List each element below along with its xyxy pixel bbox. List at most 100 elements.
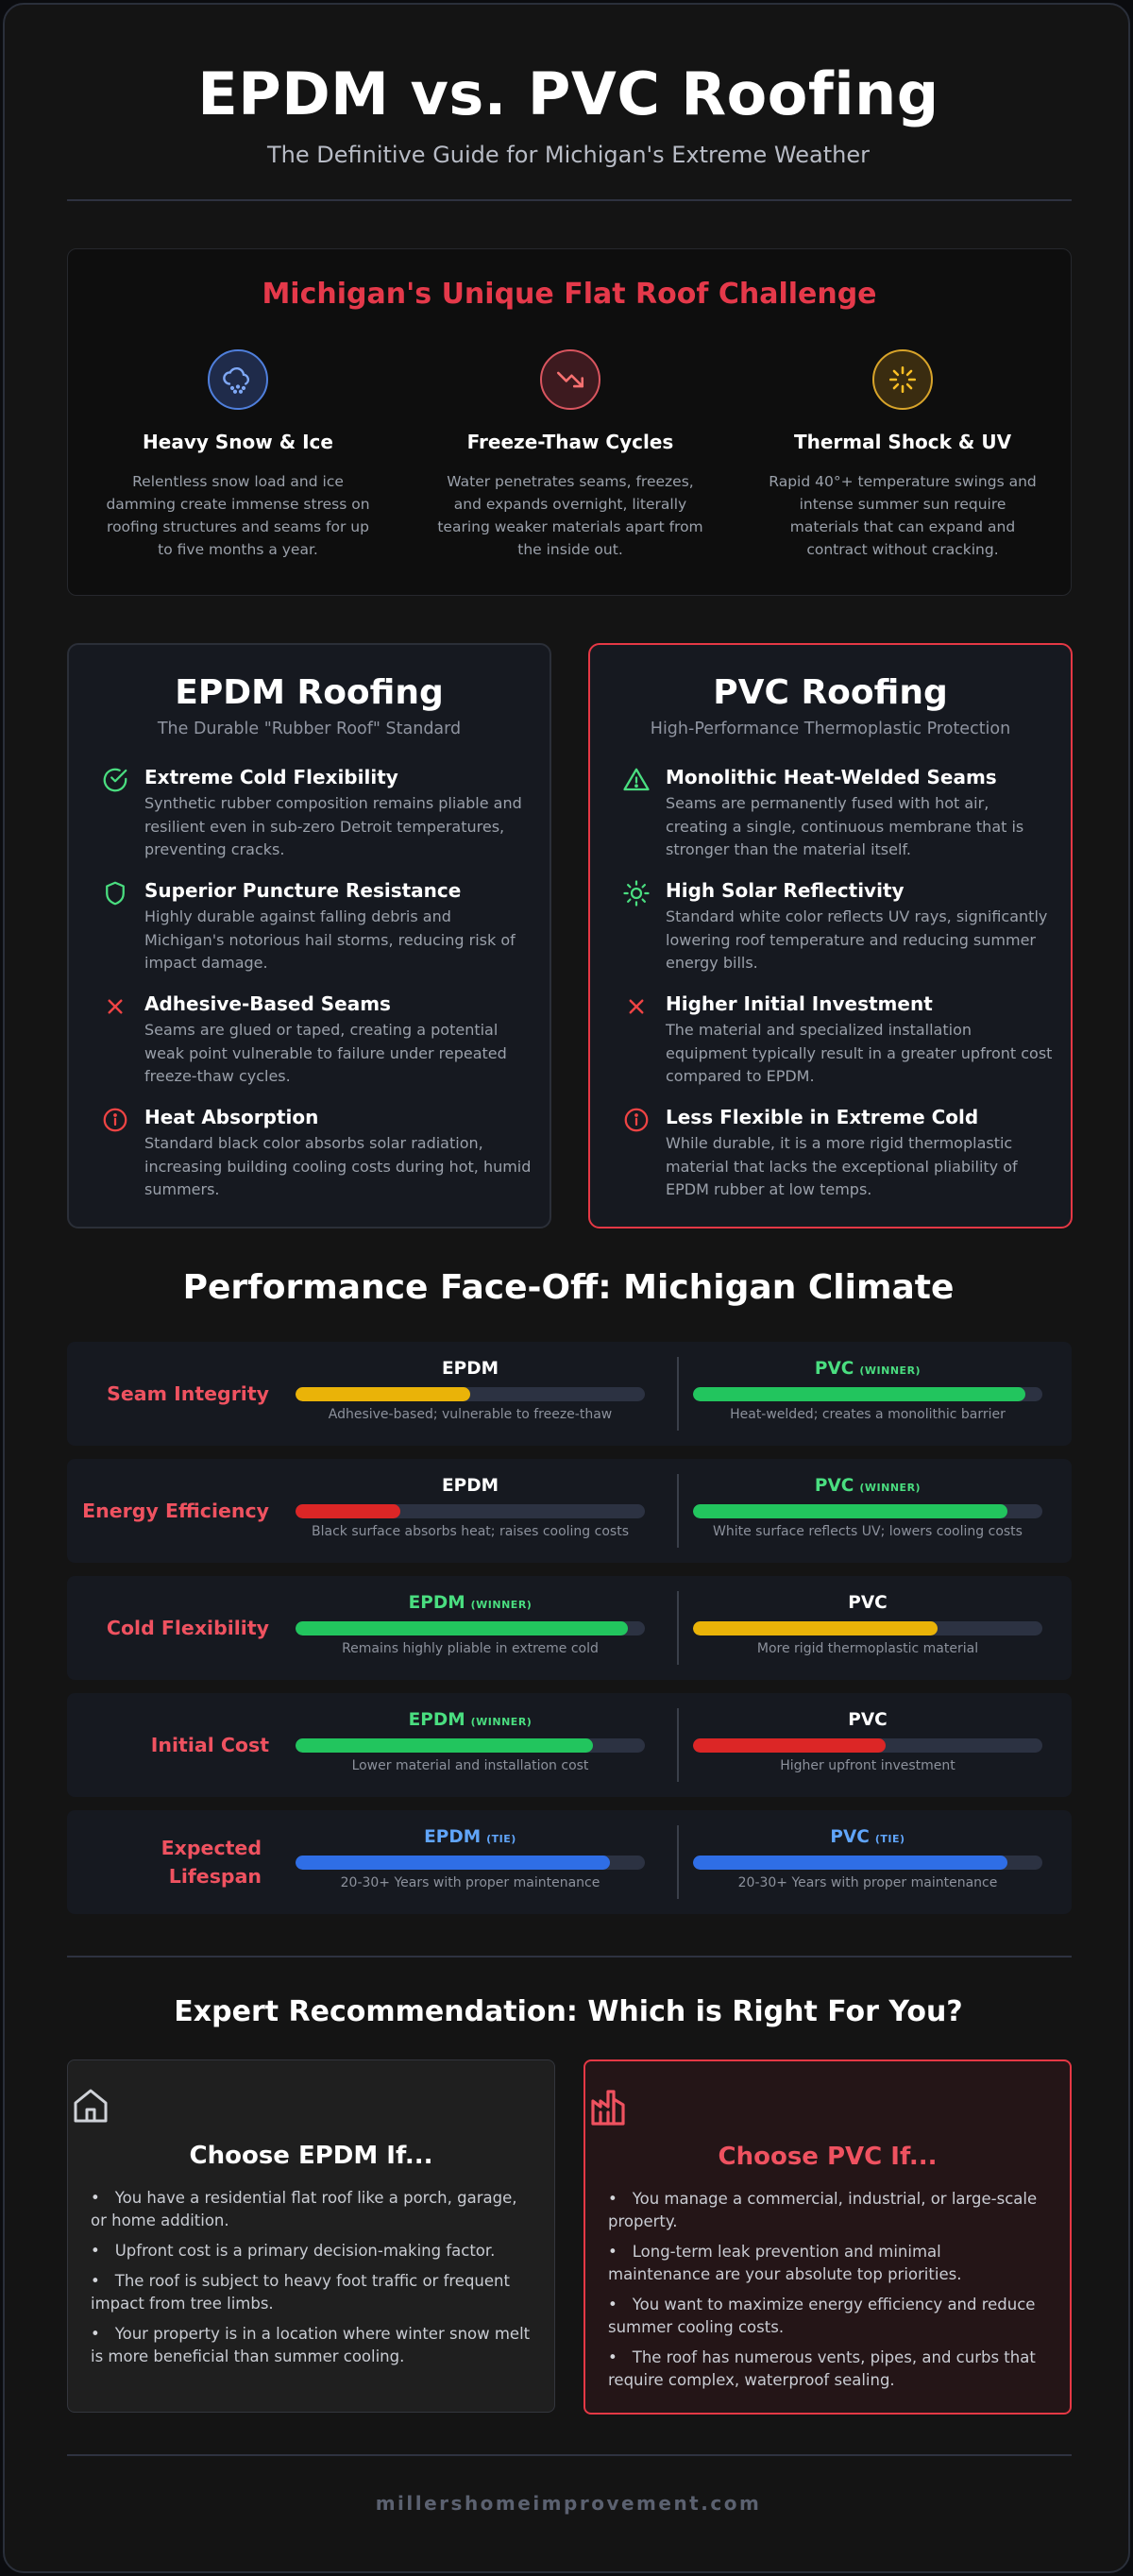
page-subtitle: The Definitive Guide for Michigan's Extr… xyxy=(267,142,870,168)
performance-divider xyxy=(677,1591,679,1665)
epdm-card: EPDM Roofing The Durable "Rubber Roof" S… xyxy=(67,643,551,1229)
pvc-card: PVC Roofing High-Performance Thermoplast… xyxy=(588,643,1073,1229)
feature-title: Superior Puncture Resistance xyxy=(144,879,462,902)
challenge-item-thermal: Thermal Shock & UV Rapid 40°+ temperatur… xyxy=(752,349,1054,561)
feature-text: Seams are permanently fused with hot air… xyxy=(666,794,1024,858)
feature-text: Highly durable against falling debris an… xyxy=(144,907,516,972)
rating-bar-track xyxy=(296,1504,645,1518)
feature-text: While durable, it is a more rigid thermo… xyxy=(666,1134,1018,1198)
rating-bar-fill xyxy=(296,1856,610,1870)
performance-material-name: EPDM (TIE) xyxy=(296,1827,645,1850)
rating-bar-track xyxy=(296,1621,645,1635)
challenge-item-snow: Heavy Snow & Ice Relentless snow load an… xyxy=(87,349,389,561)
x-icon xyxy=(108,999,123,1014)
x-icon xyxy=(629,999,644,1014)
epdm-card-title: EPDM Roofing xyxy=(175,673,444,712)
list-item: You have a residential flat roof like a … xyxy=(91,2187,532,2232)
house-icon xyxy=(74,2089,108,2123)
feature-title: Monolithic Heat-Welded Seams xyxy=(666,766,997,788)
material-label: EPDM xyxy=(442,1476,499,1496)
feature-title: Less Flexible in Extreme Cold xyxy=(666,1106,979,1128)
rating-bar-track xyxy=(693,1504,1042,1518)
performance-row-label: Energy Efficiency xyxy=(82,1500,269,1522)
material-label: PVC xyxy=(830,1827,870,1847)
feature-title: Extreme Cold Flexibility xyxy=(144,766,398,788)
performance-divider xyxy=(677,1474,679,1548)
material-label: EPDM xyxy=(408,1710,465,1730)
rating-bar-track xyxy=(296,1387,645,1401)
performance-note: 20-30+ Years with proper maintenance xyxy=(737,1875,998,1890)
material-label: EPDM xyxy=(408,1593,465,1613)
performance-row: Seam Integrity EPDM Adhesive-based; vulner… xyxy=(67,1342,1072,1446)
snow-cloud-icon xyxy=(208,349,268,410)
performance-title: Performance Face-Off: Michigan Climate xyxy=(182,1268,955,1307)
material-label: PVC xyxy=(848,1593,888,1613)
header: EPDM vs. PVC Roofing The Definitive Guid… xyxy=(5,59,1132,168)
rating-bar-fill xyxy=(693,1738,886,1753)
status-badge: (WINNER) xyxy=(859,1482,922,1494)
rating-bar-track xyxy=(693,1856,1042,1870)
challenge-section: Michigan's Unique Flat Roof Challenge He… xyxy=(67,248,1072,596)
recommendation-epdm-title: Choose EPDM If... xyxy=(189,2142,433,2170)
performance-row: Energy Efficiency EPDM Black surface absor… xyxy=(67,1459,1072,1563)
performance-divider xyxy=(677,1825,679,1899)
sun-burst-icon xyxy=(872,349,933,410)
performance-row-label: Seam Integrity xyxy=(107,1382,269,1405)
status-badge: (WINNER) xyxy=(859,1364,922,1377)
material-label: EPDM xyxy=(424,1827,482,1847)
challenge-item-freeze-thaw: Freeze-Thaw Cycles Water penetrates seam… xyxy=(419,349,721,561)
rating-bar-fill xyxy=(296,1504,400,1518)
divider xyxy=(67,199,1072,201)
performance-row: Cold Flexibility EPDM (WINNER) Remains high… xyxy=(67,1576,1072,1680)
feature-text: The material and specialized installatio… xyxy=(666,1021,1053,1085)
performance-right-side: PVC More rigid thermoplastic material xyxy=(693,1593,1042,1656)
performance-note: 20-30+ Years with proper maintenance xyxy=(340,1875,600,1890)
pvc-card-title: PVC Roofing xyxy=(713,673,948,712)
performance-material-name: PVC (WINNER) xyxy=(693,1359,1042,1381)
recommendation-pvc-list: You manage a commercial, industrial, or … xyxy=(585,2171,1070,2392)
trending-down-icon xyxy=(540,349,600,410)
performance-material-name: EPDM (WINNER) xyxy=(296,1710,645,1733)
performance-material-name: PVC (TIE) xyxy=(693,1827,1042,1850)
challenge-title: Michigan's Unique Flat Roof Challenge xyxy=(262,278,877,311)
rating-bar-fill xyxy=(693,1387,1025,1401)
performance-note: More rigid thermoplastic material xyxy=(756,1641,979,1656)
performance-material-name: PVC xyxy=(693,1710,1042,1733)
recommendation-epdm-card: Choose EPDM If... You have a residential… xyxy=(67,2059,555,2413)
performance-left-side: EPDM (TIE) 20-30+ Years with proper mainte… xyxy=(296,1827,645,1890)
challenge-item-text: Rapid 40°+ temperature swings and intens… xyxy=(769,473,1037,558)
pvc-card-subtitle: High-Performance Thermoplastic Protectio… xyxy=(650,720,1011,738)
list-item: The roof has numerous vents, pipes, and … xyxy=(608,2347,1047,2392)
factory-icon xyxy=(591,2090,625,2126)
recommendation-pvc-title: Choose PVC If... xyxy=(718,2143,938,2171)
performance-material-name: EPDM xyxy=(296,1359,645,1381)
epdm-card-subtitle: The Durable "Rubber Roof" Standard xyxy=(157,720,462,738)
performance-divider xyxy=(677,1708,679,1782)
performance-note: Higher upfront investment xyxy=(780,1758,955,1773)
sun-icon xyxy=(623,880,650,907)
performance-note: Lower material and installation cost xyxy=(351,1758,589,1773)
status-badge: (TIE) xyxy=(486,1833,516,1845)
info-circle-icon xyxy=(103,1108,127,1132)
performance-left-side: EPDM Adhesive-based; vulnerable to freeze… xyxy=(296,1359,645,1422)
rating-bar-fill xyxy=(296,1387,470,1401)
feature-text: Standard black color absorbs solar radia… xyxy=(144,1134,532,1198)
feature-text: Standard white color reflects UV rays, s… xyxy=(666,907,1048,972)
rating-bar-track xyxy=(693,1738,1042,1753)
footer-site[interactable]: millershomeimprovement.com xyxy=(375,2492,762,2515)
recommendation-epdm-list: You have a residential flat roof like a … xyxy=(68,2170,554,2368)
material-label: PVC xyxy=(814,1359,854,1379)
list-item: You want to maximize energy efficiency a… xyxy=(608,2294,1047,2339)
performance-row-label: Cold Flexibility xyxy=(106,1617,269,1639)
challenge-item-title: Heavy Snow & Ice xyxy=(143,431,333,453)
divider xyxy=(67,1956,1072,1957)
feature-title: Heat Absorption xyxy=(144,1106,319,1128)
material-label: PVC xyxy=(848,1710,888,1730)
performance-material-name: EPDM xyxy=(296,1476,645,1499)
feature-text: Seams are glued or taped, creating a pot… xyxy=(144,1021,507,1085)
divider xyxy=(67,2454,1072,2456)
feature-title: Adhesive-Based Seams xyxy=(144,992,391,1015)
warning-triangle-icon xyxy=(623,768,650,791)
rating-bar-fill xyxy=(296,1621,628,1635)
status-badge: (WINNER) xyxy=(470,1716,533,1728)
